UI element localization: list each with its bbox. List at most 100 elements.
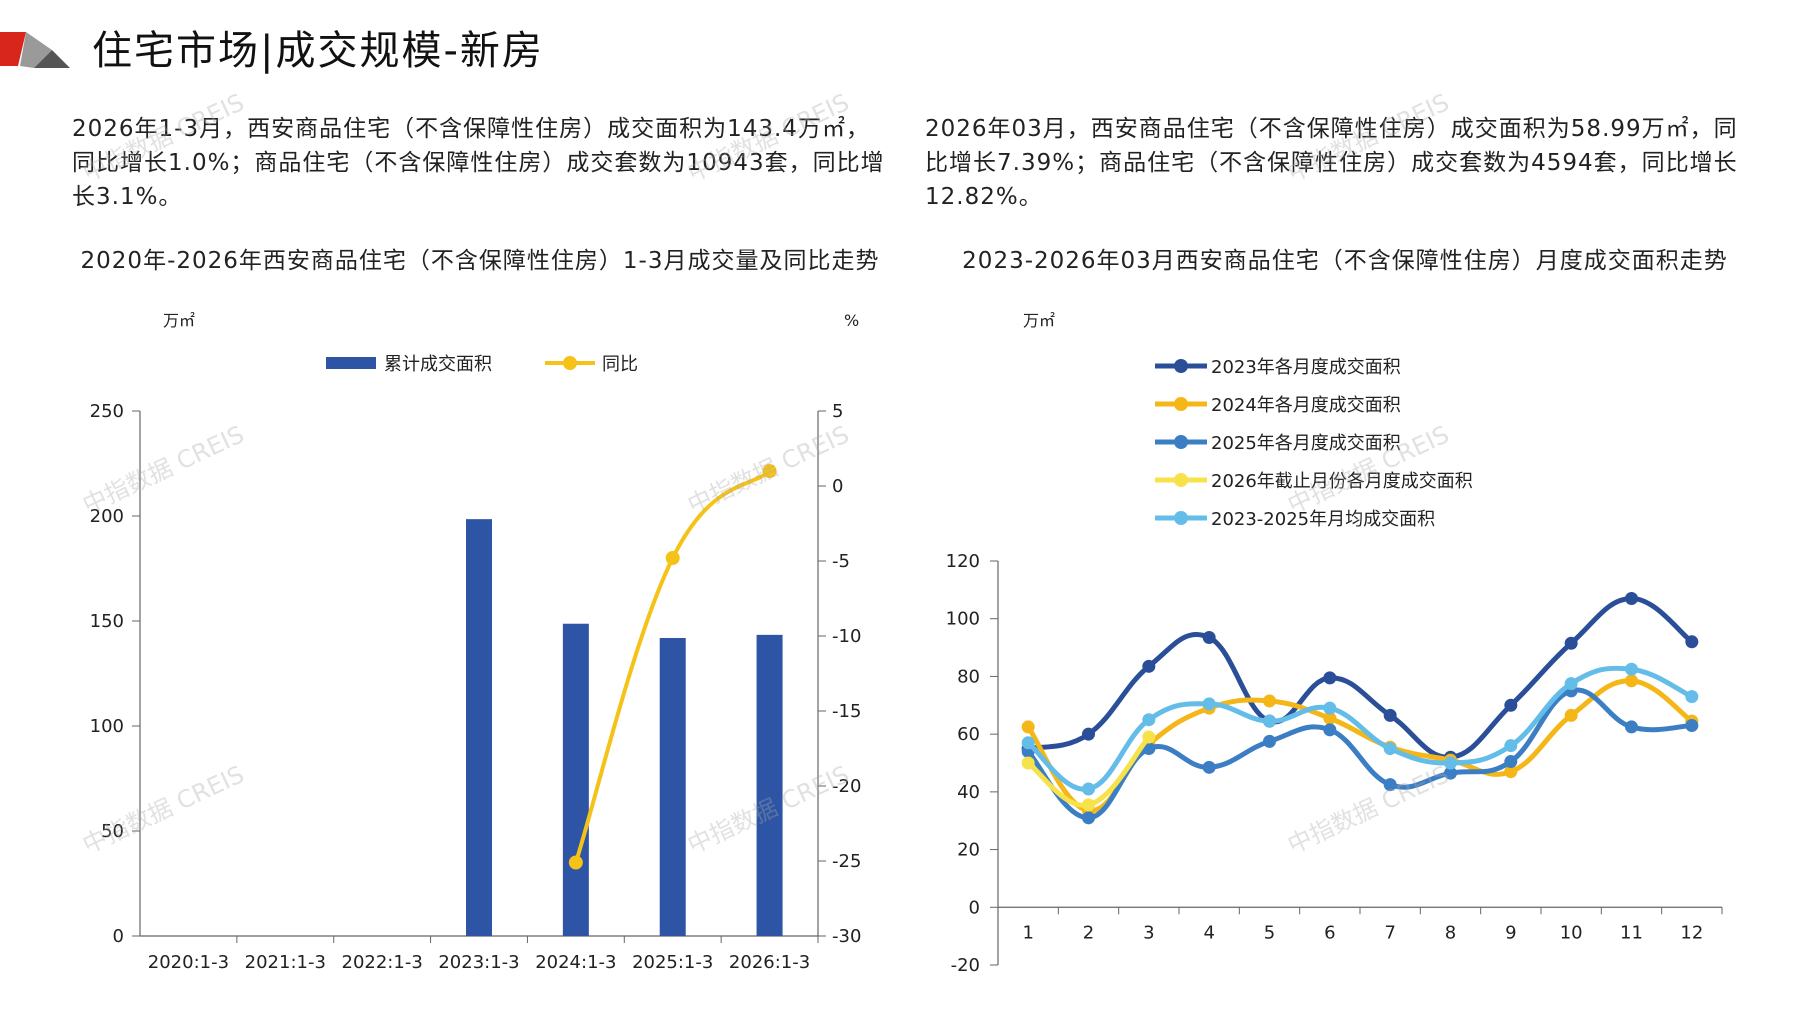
left-y-tick-label: 100: [90, 716, 124, 737]
x-tick-label: 12: [1680, 922, 1703, 943]
x-tick-label: 11: [1620, 922, 1643, 943]
bar: [659, 638, 686, 936]
series-point: [1323, 671, 1337, 685]
series-point: [1383, 742, 1397, 756]
page-title: 住宅市场|成交规模-新房: [92, 28, 544, 74]
x-tick-label: 4: [1203, 922, 1214, 943]
left-y-tick-label: 50: [101, 821, 124, 842]
legend-swatch-point: [1174, 435, 1188, 449]
x-tick-label: 7: [1384, 922, 1395, 943]
series-point: [1202, 760, 1216, 774]
x-tick-label: 2025:1-3: [632, 952, 713, 973]
right-y-tick-label: 0: [832, 476, 843, 497]
x-tick-label: 2023:1-3: [438, 952, 519, 973]
y-tick-label: 80: [957, 666, 980, 687]
series-point: [1625, 720, 1638, 734]
series-point: [1263, 734, 1276, 748]
bar: [756, 634, 783, 936]
summary-text-right: 2026年03月，西安商品住宅（不含保障性住房）成交面积为58.99万㎡，同比增…: [925, 116, 1738, 210]
series-point: [1504, 765, 1518, 779]
summary-text-left: 2026年1-3月，西安商品住宅（不含保障性住房）成交面积为143.4万㎡，同比…: [72, 116, 885, 210]
series-point: [1082, 782, 1095, 796]
series-point: [1685, 690, 1699, 704]
series-line: [1025, 687, 1695, 821]
series-point: [1383, 708, 1397, 722]
right-y-tick-label: -15: [832, 701, 861, 722]
series-point: [1323, 711, 1337, 725]
series-point: [1685, 718, 1699, 732]
x-tick-label: 2022:1-3: [342, 952, 423, 973]
series-point: [1142, 713, 1156, 727]
right-y-tick-label: -25: [832, 851, 861, 872]
series-point: [1504, 698, 1518, 712]
x-tick-label: 2026:1-3: [729, 952, 810, 973]
right-y-tick-label: -20: [832, 776, 861, 797]
right-y-unit: %: [844, 311, 859, 330]
x-tick-label: 6: [1324, 922, 1335, 943]
legend-swatch-bar: [326, 357, 376, 369]
series-point: [1263, 714, 1276, 728]
series-point: [1263, 694, 1276, 708]
x-tick-label: 3: [1143, 922, 1154, 943]
series-point: [1685, 635, 1699, 649]
series-point: [1082, 798, 1095, 812]
left-chart-title: 2020年-2026年西安商品住宅（不含保障性住房）1-3月成交量及同比走势: [80, 248, 880, 274]
y-tick-label: 100: [946, 609, 980, 630]
legend-label: 2026年截止月份各月度成交面积: [1211, 471, 1473, 492]
x-tick-label: 1: [1022, 922, 1033, 943]
y-unit: 万㎡: [1023, 311, 1055, 330]
y-tick-label: -20: [951, 955, 980, 976]
legend-label-bar: 累计成交面积: [384, 354, 492, 375]
right-y-tick-label: -30: [832, 926, 861, 947]
legend-label: 2023-2025年月均成交面积: [1211, 509, 1435, 530]
series-point: [1444, 756, 1457, 770]
y-tick-label: 20: [957, 840, 980, 861]
series-point: [1564, 636, 1578, 650]
series-point: [1564, 677, 1578, 691]
series-point: [1021, 720, 1035, 734]
left-y-tick-label: 0: [113, 926, 124, 947]
legend-label: 2023年各月度成交面积: [1211, 357, 1401, 378]
series-point: [1323, 723, 1337, 737]
yoy-line: [573, 469, 771, 864]
legend-swatch-point: [1174, 473, 1188, 487]
series-point: [1082, 811, 1095, 825]
legend-label-line: 同比: [602, 354, 638, 375]
y-tick-label: 0: [969, 897, 980, 918]
right-y-tick-label: 5: [832, 401, 843, 422]
x-tick-label: 5: [1264, 922, 1275, 943]
series-point: [1142, 730, 1156, 744]
x-tick-label: 10: [1560, 922, 1583, 943]
yoy-point: [665, 551, 680, 565]
series-point: [1202, 697, 1216, 711]
y-tick-label: 120: [946, 551, 980, 572]
x-tick-label: 2024:1-3: [535, 952, 616, 973]
left-y-tick-label: 200: [90, 506, 124, 527]
bar: [562, 623, 589, 936]
yoy-point: [762, 464, 777, 478]
right-chart-title: 2023-2026年03月西安商品住宅（不含保障性住房）月度成交面积走势: [962, 248, 1728, 274]
series-point: [1625, 674, 1638, 688]
series-point: [1504, 755, 1518, 769]
series-point: [1142, 659, 1156, 673]
left-y-tick-label: 150: [90, 611, 124, 632]
legend-label: 2025年各月度成交面积: [1211, 433, 1401, 454]
legend-swatch-point: [1174, 359, 1188, 373]
series-point: [1504, 739, 1518, 753]
yoy-point: [568, 855, 583, 870]
left-y-tick-label: 250: [90, 401, 124, 422]
series-point: [1082, 727, 1095, 741]
series-point: [1564, 708, 1578, 722]
legend-swatch-point: [563, 356, 577, 370]
x-tick-label: 2020:1-3: [148, 952, 229, 973]
left-y-unit: 万㎡: [163, 311, 195, 330]
x-tick-label: 8: [1445, 922, 1456, 943]
y-tick-label: 40: [957, 782, 980, 803]
series-point: [1444, 766, 1457, 780]
series-point: [1202, 630, 1216, 644]
y-tick-label: 60: [957, 724, 980, 745]
series-point: [1021, 736, 1035, 750]
legend-label: 2024年各月度成交面积: [1211, 395, 1401, 416]
